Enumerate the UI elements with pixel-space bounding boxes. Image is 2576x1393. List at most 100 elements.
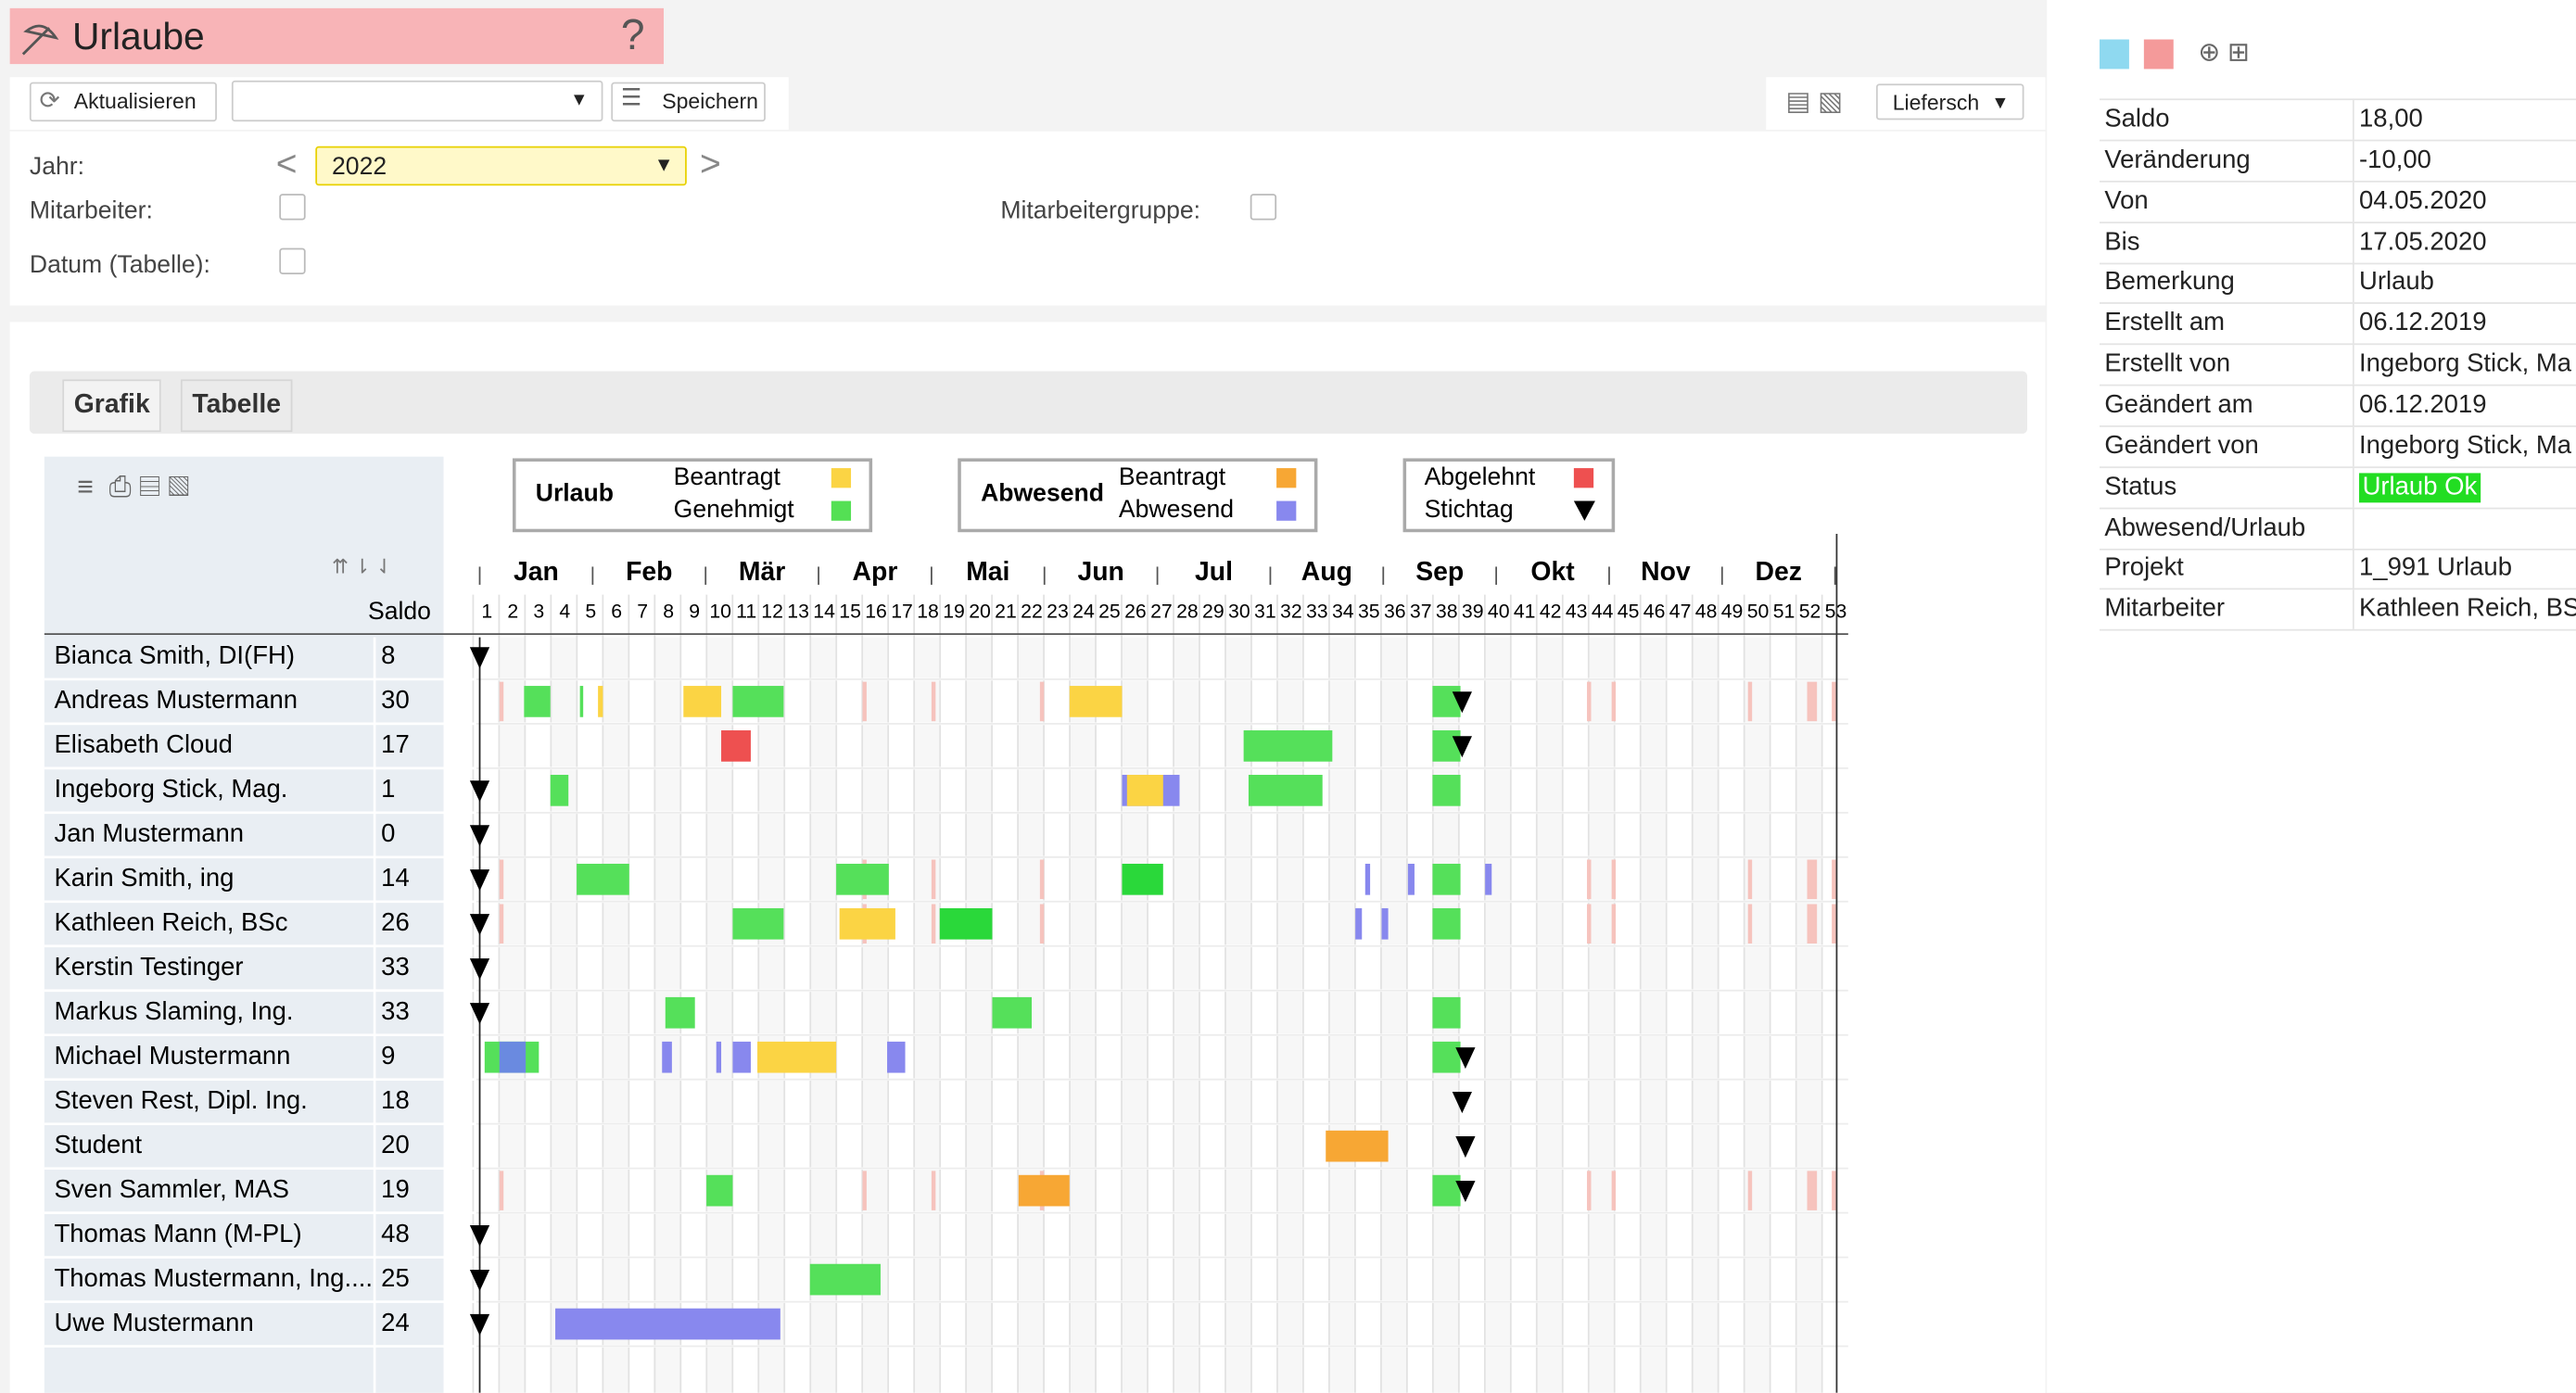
detail-row xyxy=(2099,100,2576,142)
cutoff-marker xyxy=(469,1269,490,1291)
year-label: Jahr: xyxy=(29,152,85,181)
absence-bar xyxy=(1485,863,1492,895)
next-year[interactable]: > xyxy=(699,143,721,184)
month-label: Mai xyxy=(966,557,1009,587)
detail-row xyxy=(2099,263,2576,305)
group-checkbox[interactable] xyxy=(1250,194,1277,221)
year-select[interactable]: 2022 ▼ xyxy=(315,146,687,186)
save-button[interactable]: Speichern xyxy=(611,82,766,122)
absence-bar xyxy=(1432,686,1461,717)
absence-bar xyxy=(732,686,784,717)
select[interactable]: ▼ xyxy=(231,80,603,122)
detail-row xyxy=(2099,345,2576,386)
help-icon[interactable]: ? xyxy=(620,9,645,59)
employee-name: Thomas Mann (M-PL) xyxy=(54,1219,301,1247)
employee-checkbox[interactable] xyxy=(279,194,306,221)
tool-icons[interactable]: ⊕ ⊞ xyxy=(2198,39,2250,68)
export-icons[interactable]: ▤ ▧ xyxy=(1785,88,1843,117)
week-band xyxy=(1276,637,1303,1393)
absence-bar xyxy=(1018,1174,1070,1207)
refresh-button[interactable]: Aktualisieren xyxy=(29,82,217,122)
employee-saldo: 26 xyxy=(381,907,410,936)
cutoff-marker xyxy=(1455,1181,1476,1203)
prev-year[interactable]: < xyxy=(275,143,298,184)
year-value: 2022 xyxy=(332,152,387,181)
week-label: 50 xyxy=(1747,601,1770,623)
select-tool[interactable] xyxy=(2099,39,2129,70)
sort-icons[interactable]: ⇈ ⇂ ⇃ xyxy=(332,555,393,578)
cutoff-marker xyxy=(469,958,490,981)
absence-bar xyxy=(1355,907,1363,940)
tab[interactable]: Tabelle xyxy=(180,379,293,433)
employee-name: Steven Rest, Dipl. Ing. xyxy=(54,1085,307,1114)
week-label: 4 xyxy=(559,601,570,623)
employee-name: Kathleen Reich, BSc xyxy=(54,907,287,936)
detail-row xyxy=(2099,386,2576,427)
absence-bar xyxy=(550,775,569,806)
absence-bar xyxy=(1432,730,1461,762)
week-band xyxy=(914,637,941,1393)
holiday xyxy=(1587,1171,1592,1210)
absence-bar xyxy=(1432,863,1461,895)
week-label: 11 xyxy=(736,601,756,623)
date-label: Datum (Tabelle): xyxy=(29,251,210,280)
week-label: 9 xyxy=(689,601,700,623)
detail-row xyxy=(2099,182,2576,223)
absence-bar xyxy=(1432,1041,1461,1073)
week-band xyxy=(603,637,629,1393)
absence-bar xyxy=(939,907,993,940)
week-label: 41 xyxy=(1514,601,1536,623)
detail-value: Urlaub Ok xyxy=(2359,472,2481,502)
absence-bar xyxy=(1364,863,1371,895)
export-select[interactable]: Liefersch ▼ xyxy=(1875,83,2024,120)
delete-tool[interactable] xyxy=(2143,39,2174,70)
week-label: 15 xyxy=(839,601,861,623)
employee-saldo: 14 xyxy=(381,863,410,892)
week-label: 14 xyxy=(813,601,835,623)
holiday xyxy=(1747,1171,1753,1210)
date-checkbox[interactable] xyxy=(279,247,306,274)
cutoff-marker xyxy=(469,825,490,847)
dropdown-arrow: ▼ xyxy=(1991,94,2010,114)
absence-bar xyxy=(1326,1130,1389,1162)
detail-divider xyxy=(2352,182,2354,222)
detail-row xyxy=(2099,590,2576,631)
absence-bar xyxy=(721,730,751,762)
cutoff-marker xyxy=(1455,1047,1476,1070)
detail-row xyxy=(2099,426,2576,468)
detail-divider xyxy=(2352,426,2354,466)
week-band xyxy=(1744,637,1770,1393)
week-label: 2 xyxy=(507,601,518,623)
holiday xyxy=(1832,904,1836,944)
holiday xyxy=(1587,859,1592,900)
holiday xyxy=(1587,681,1592,722)
week-band xyxy=(1484,637,1511,1393)
month-label: Nov xyxy=(1641,557,1691,587)
week-label: 25 xyxy=(1098,601,1121,623)
week-label: 19 xyxy=(943,601,965,623)
week-band xyxy=(1536,637,1563,1393)
holiday xyxy=(1747,681,1753,722)
week-label: 49 xyxy=(1721,601,1744,623)
employee-saldo: 20 xyxy=(381,1130,410,1159)
absence-bar xyxy=(732,1041,751,1073)
holiday xyxy=(862,1171,867,1210)
detail-value: 17.05.2020 xyxy=(2359,227,2487,256)
employee-saldo: 17 xyxy=(381,729,410,758)
employee-name: Michael Mustermann xyxy=(54,1041,290,1070)
week-label: 20 xyxy=(969,601,991,623)
week-band xyxy=(758,637,785,1393)
week-label: 8 xyxy=(663,601,674,623)
employee-saldo: 33 xyxy=(381,996,410,1025)
detail-divider xyxy=(2352,304,2354,344)
month-label: Jun xyxy=(1077,557,1123,587)
detail-value: 06.12.2019 xyxy=(2359,309,2487,337)
detail-row xyxy=(2099,509,2576,550)
absence-bar xyxy=(716,1041,722,1073)
grid-tools[interactable]: ≡ ⎙ ▤ ▧ xyxy=(77,471,190,503)
save-icon: ☰ xyxy=(620,83,642,110)
holiday xyxy=(862,681,867,722)
absence-bar xyxy=(706,1174,733,1207)
tab[interactable]: Grafik xyxy=(62,379,162,433)
employee-name: Kerstin Testinger xyxy=(54,952,243,981)
